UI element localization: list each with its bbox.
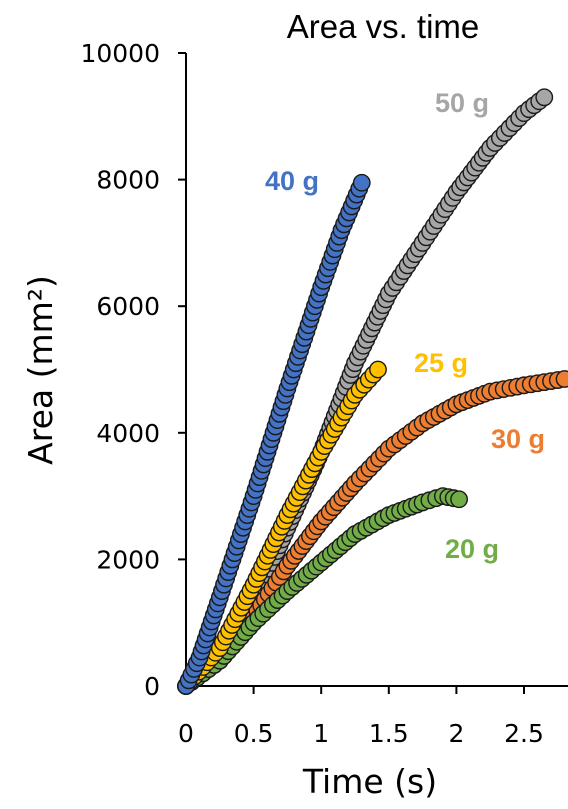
y-axis-label: Area (mm²): [21, 275, 60, 465]
x-tick-label: 1.5: [369, 719, 409, 748]
y-tick-label: 4000: [96, 419, 160, 448]
y-tick-label: 2000: [96, 545, 160, 574]
data-point: [555, 370, 568, 388]
series-label: 50 g: [435, 88, 489, 118]
x-axis-label: Time (s): [302, 762, 437, 801]
data-point: [369, 360, 387, 379]
x-tick-label: 0: [178, 719, 194, 748]
y-tick-label: 10000: [80, 39, 160, 68]
y-ticks: 0 2000 4000 6000 8000 10000: [80, 39, 186, 701]
chart-title: Area vs. time: [287, 8, 480, 45]
x-tick-label: 0.5: [234, 719, 274, 748]
series-layer: [177, 88, 568, 695]
series-label: 25 g: [414, 348, 468, 378]
data-point: [450, 490, 469, 509]
y-tick-label: 8000: [96, 166, 160, 195]
y-tick-label: 6000: [96, 292, 160, 321]
series-40g: [177, 173, 371, 695]
series-label: 40 g: [265, 166, 319, 196]
x-ticks: 0 0.5 1 1.5 2 2.5: [178, 686, 544, 748]
series-labels: 50 g 30 g 20 g 25 g 40 g: [265, 88, 545, 564]
series-label: 20 g: [445, 534, 499, 564]
data-point: [352, 173, 371, 192]
series-label: 30 g: [491, 424, 545, 454]
x-tick-label: 1: [313, 719, 329, 748]
data-point: [535, 88, 554, 107]
x-tick-label: 2.5: [504, 719, 544, 748]
x-tick-label: 2: [448, 719, 464, 748]
y-tick-label: 0: [144, 672, 160, 701]
